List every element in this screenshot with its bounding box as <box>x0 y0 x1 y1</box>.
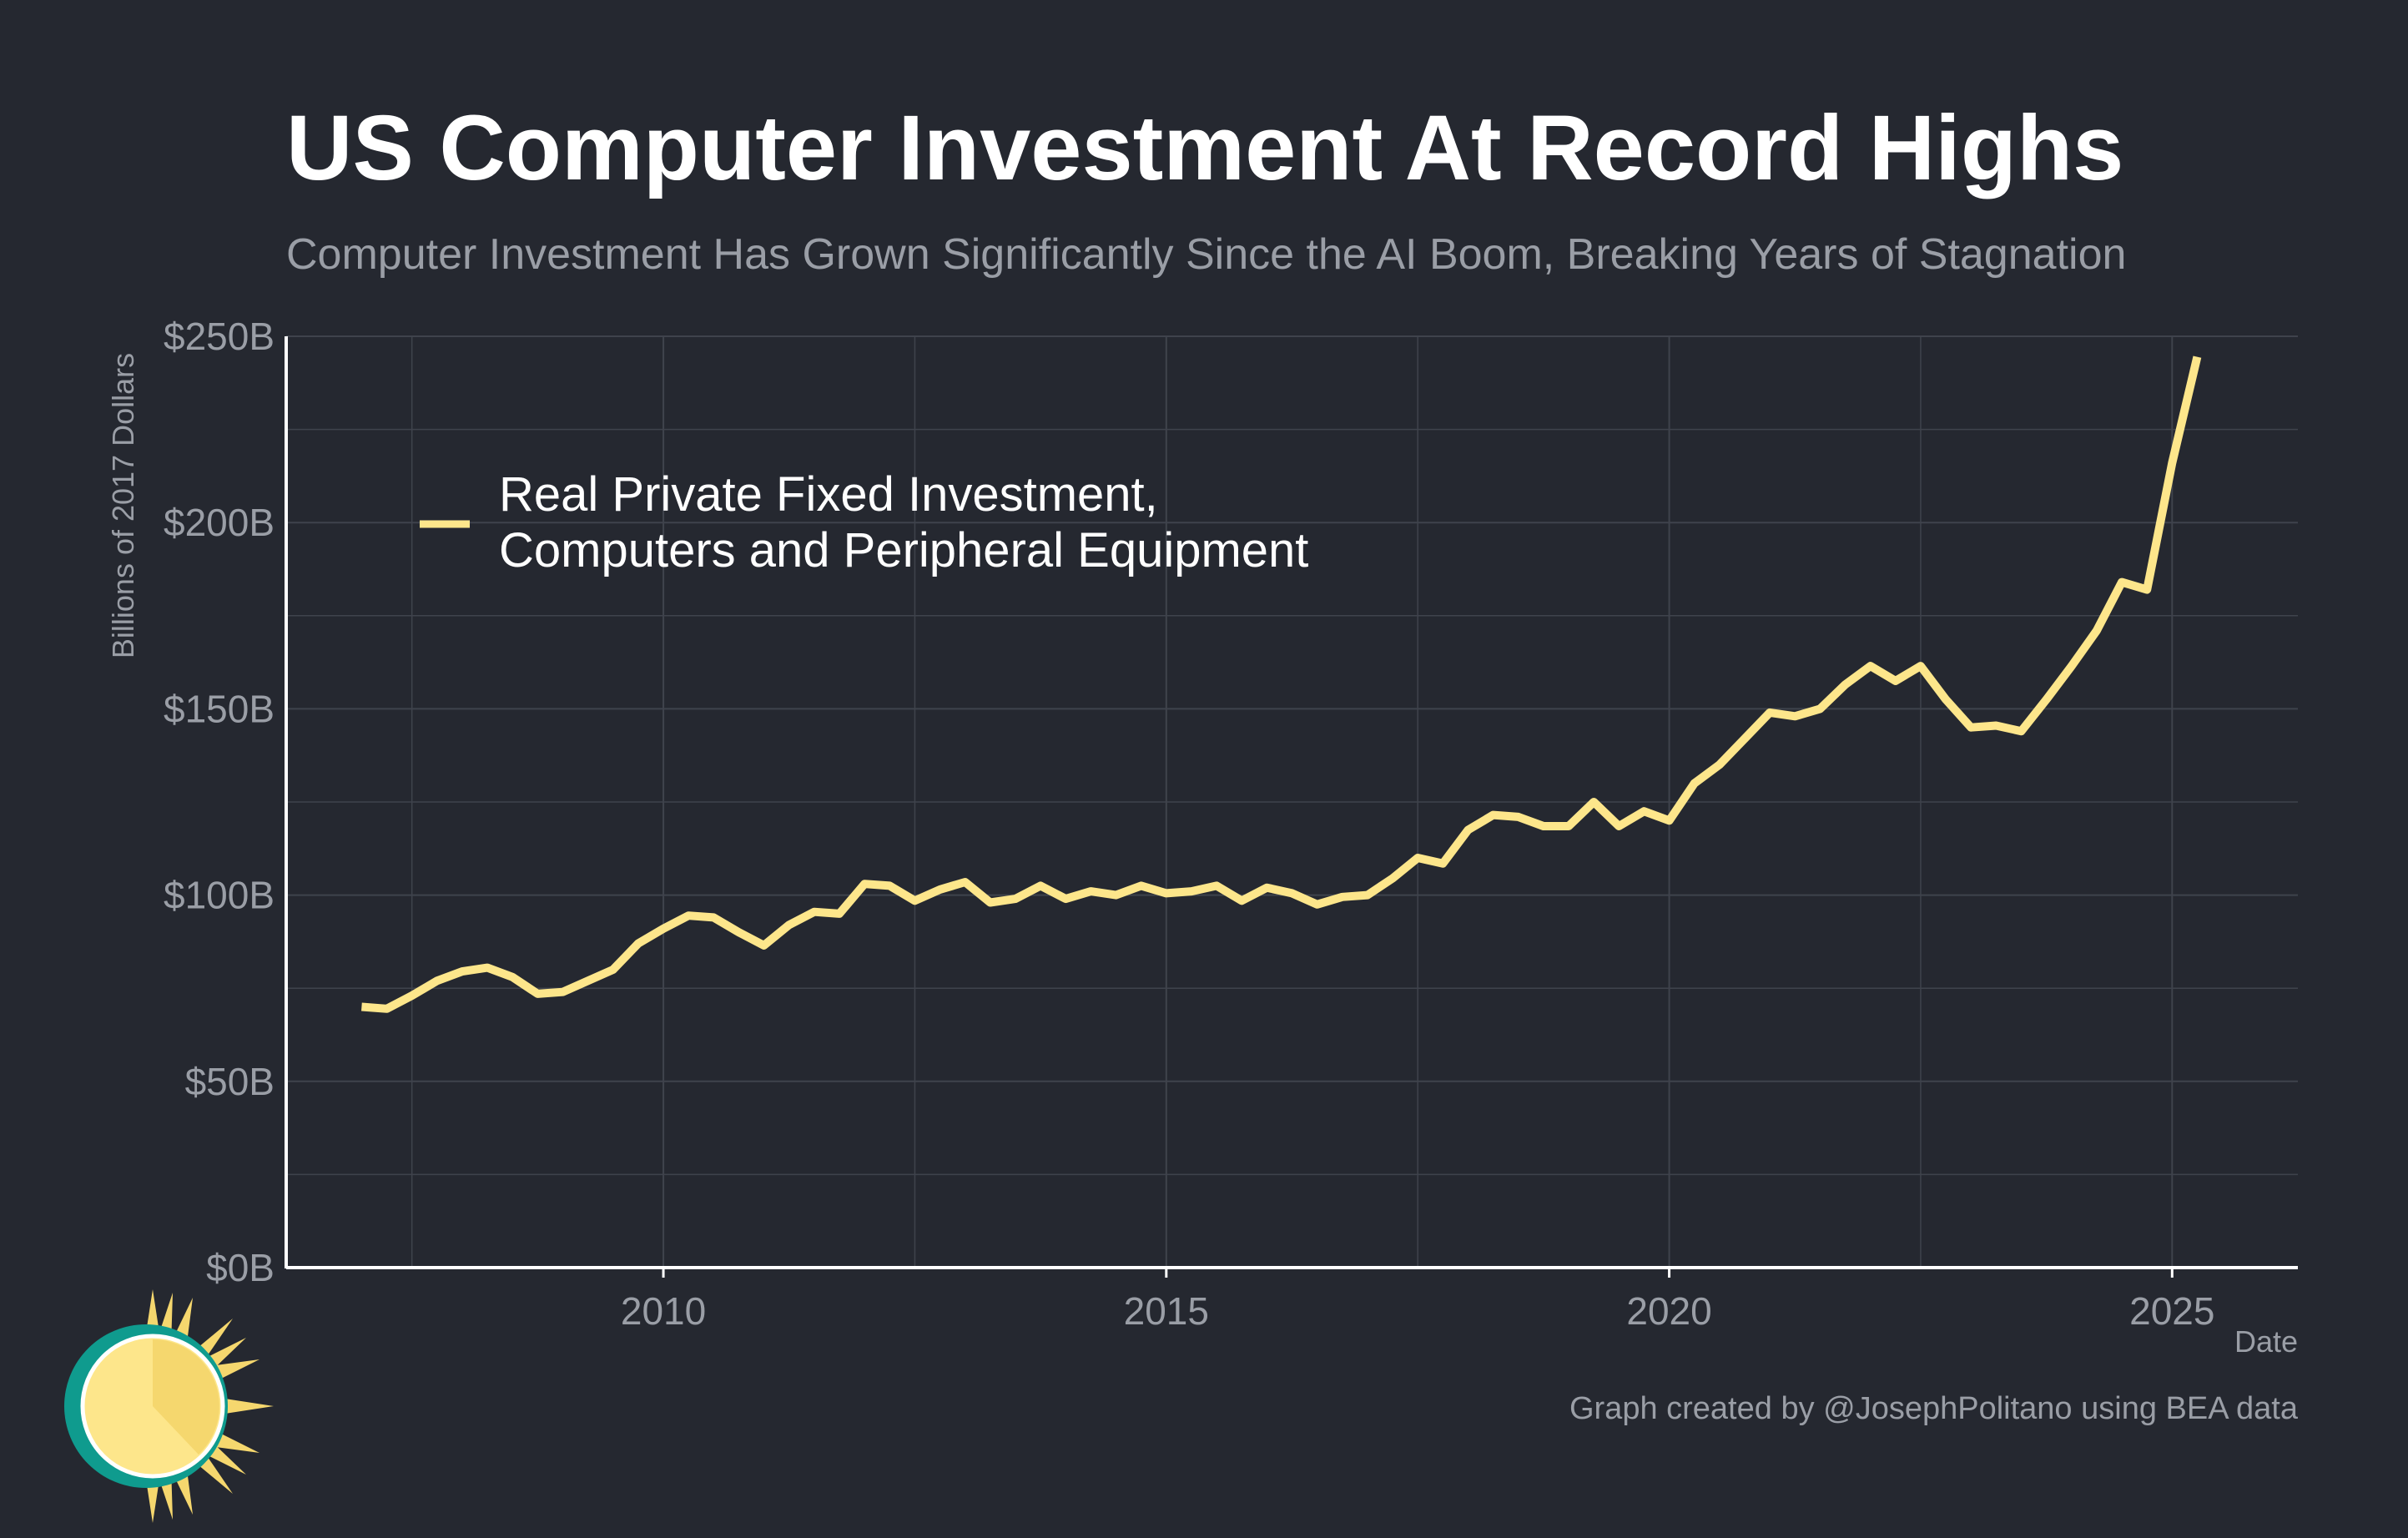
x-axis-title: Date <box>2234 1324 2298 1359</box>
y-axis-title: Billions of 2017 Dollars <box>106 353 140 658</box>
series-layer <box>361 356 2202 1013</box>
x-tick-label: 2020 <box>1626 1289 1711 1333</box>
sun-clock-icon <box>64 1289 274 1523</box>
y-tick-label: $150B <box>164 687 275 730</box>
grid-minor <box>286 336 2298 1268</box>
chart-title: US Computer Investment At Record Highs <box>286 97 2123 199</box>
y-tick-label: $250B <box>164 315 275 358</box>
y-tick-label: $200B <box>164 501 275 544</box>
y-tick-labels: $0B $50B $100B $150B $200B $250B <box>164 315 275 1289</box>
chart-subtitle: Computer Investment Has Grown Significan… <box>286 230 2126 279</box>
legend-label-line-1: Real Private Fixed Investment, <box>499 467 1158 522</box>
x-tick-label: 2010 <box>621 1289 706 1333</box>
y-tick-label: $0B <box>206 1246 275 1289</box>
y-tick-label: $50B <box>185 1060 275 1103</box>
credit-text: Graph created by @JosephPolitano using B… <box>1569 1391 2299 1426</box>
y-tick-label: $100B <box>164 874 275 917</box>
x-tick-labels: 2010 2015 2020 2025 <box>621 1268 2214 1333</box>
x-tick-label: 2015 <box>1124 1289 1209 1333</box>
series-line <box>361 356 2202 1013</box>
grid-major <box>286 335 2298 1268</box>
legend-label-line-2: Computers and Peripheral Equipment <box>499 523 1308 577</box>
x-tick-label: 2025 <box>2129 1289 2214 1333</box>
legend: Real Private Fixed Investment, Computers… <box>420 467 1308 577</box>
